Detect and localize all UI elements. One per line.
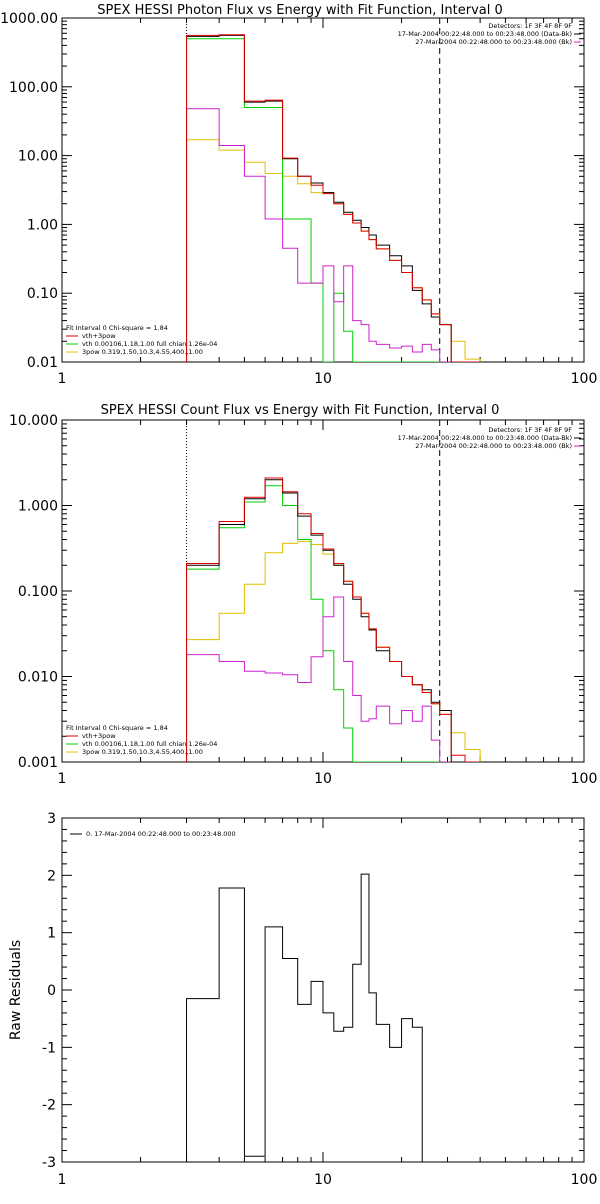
x-tick-label: 100 [571,771,598,787]
x-tick-label: 1 [58,1172,67,1188]
y-tick-label: 3 [47,811,56,827]
x-tick-label: 1 [58,771,67,787]
x-tick-label: 10 [314,771,332,787]
x-tick-label: 100 [571,371,598,387]
y-tick-label: 10.00 [18,149,58,165]
y-tick-label: 0 [47,983,56,999]
x-tick-label: 1 [58,371,67,387]
y-tick-label: -3 [42,1155,56,1171]
legend-entry: 3pow 0.319,1.50,10.3,4.55,400.,1.00 [82,748,203,756]
legend-entry: 3pow 0.319,1.50,10.3,4.55,400.,1.00 [82,348,203,356]
header-line: 27-Mar-2004 00:22:48.000 to 00:23:48.000… [415,442,572,450]
series-line-2 [186,34,481,362]
plot-panel-1: SPEX HESSI Photon Flux vs Energy with Fi… [0,3,597,387]
header-line: 17-Mar-2004 00:22:48.000 to 00:23:48.000… [398,30,572,38]
series-line-3 [186,485,481,762]
y-tick-label: 0.010 [18,670,58,686]
legend-entry: vth+3pow [82,732,116,740]
header-line: 27-Mar-2004 00:22:48.000 to 00:23:48.000… [415,38,572,46]
legend-title: Fit Interval 0 Chi-square = 1.84 [66,724,168,732]
chart-title: SPEX HESSI Photon Flux vs Energy with Fi… [97,3,503,18]
y-tick-label: 10.000 [9,413,58,429]
y-tick-label: 0.001 [18,755,58,771]
header-line: 17-Mar-2004 00:22:48.000 to 00:23:48.000… [398,434,572,442]
y-tick-label: 1 [47,926,56,942]
x-tick-label: 10 [314,371,332,387]
legend-entry: 0. 17-Mar-2004 00:22:48.000 to 00:23:48.… [86,830,236,838]
y-tick-label: 0.01 [27,355,58,371]
series-line-0 [186,479,481,762]
series-line-1 [186,596,481,762]
plot-panel-3: 1 10 100 -3 -2 -1 0 1 2 3 Raw Residuals 0. 17-Mar-2… [8,811,597,1188]
x-tick-label: 100 [571,1172,598,1188]
series-line-0 [186,873,423,1162]
legend-entry: vth 0.00106,1.18,1.00 full chian 1.26e-0… [82,340,217,348]
legend-title: Fit Interval 0 Chi-square = 1.84 [66,324,168,332]
series-line-1 [186,108,481,362]
y-tick-label: 100.00 [9,80,58,96]
header-line: Detectors: 1F 3F 4F 8F 9F [488,22,572,30]
y-tick-label: 2 [47,868,56,884]
chart-title: SPEX HESSI Count Flux vs Energy with Fit… [101,403,500,418]
plot-frame [61,419,585,763]
plot-panel-2: SPEX HESSI Count Flux vs Energy with Fit… [9,403,597,787]
y-axis-label: Raw Residuals [8,940,24,1040]
series-line-2 [186,477,481,762]
y-tick-label: 1.000 [18,499,58,515]
y-tick-label: 1000.00 [0,11,58,27]
y-tick-label: -2 [42,1098,56,1114]
y-tick-label: 0.100 [18,584,58,600]
header-line: Detectors: 1F 3F 4F 8F 9F [488,426,572,434]
y-tick-label: 1.00 [27,217,58,233]
legend-entry: vth+3pow [82,332,116,340]
legend-entry: vth 0.00106,1.18,1.00 full chian 1.26e-0… [82,740,217,748]
y-tick-label: 0.10 [27,286,58,302]
x-tick-label: 10 [314,1172,332,1188]
y-tick-label: -1 [42,1040,56,1056]
series-line-0 [186,34,481,362]
